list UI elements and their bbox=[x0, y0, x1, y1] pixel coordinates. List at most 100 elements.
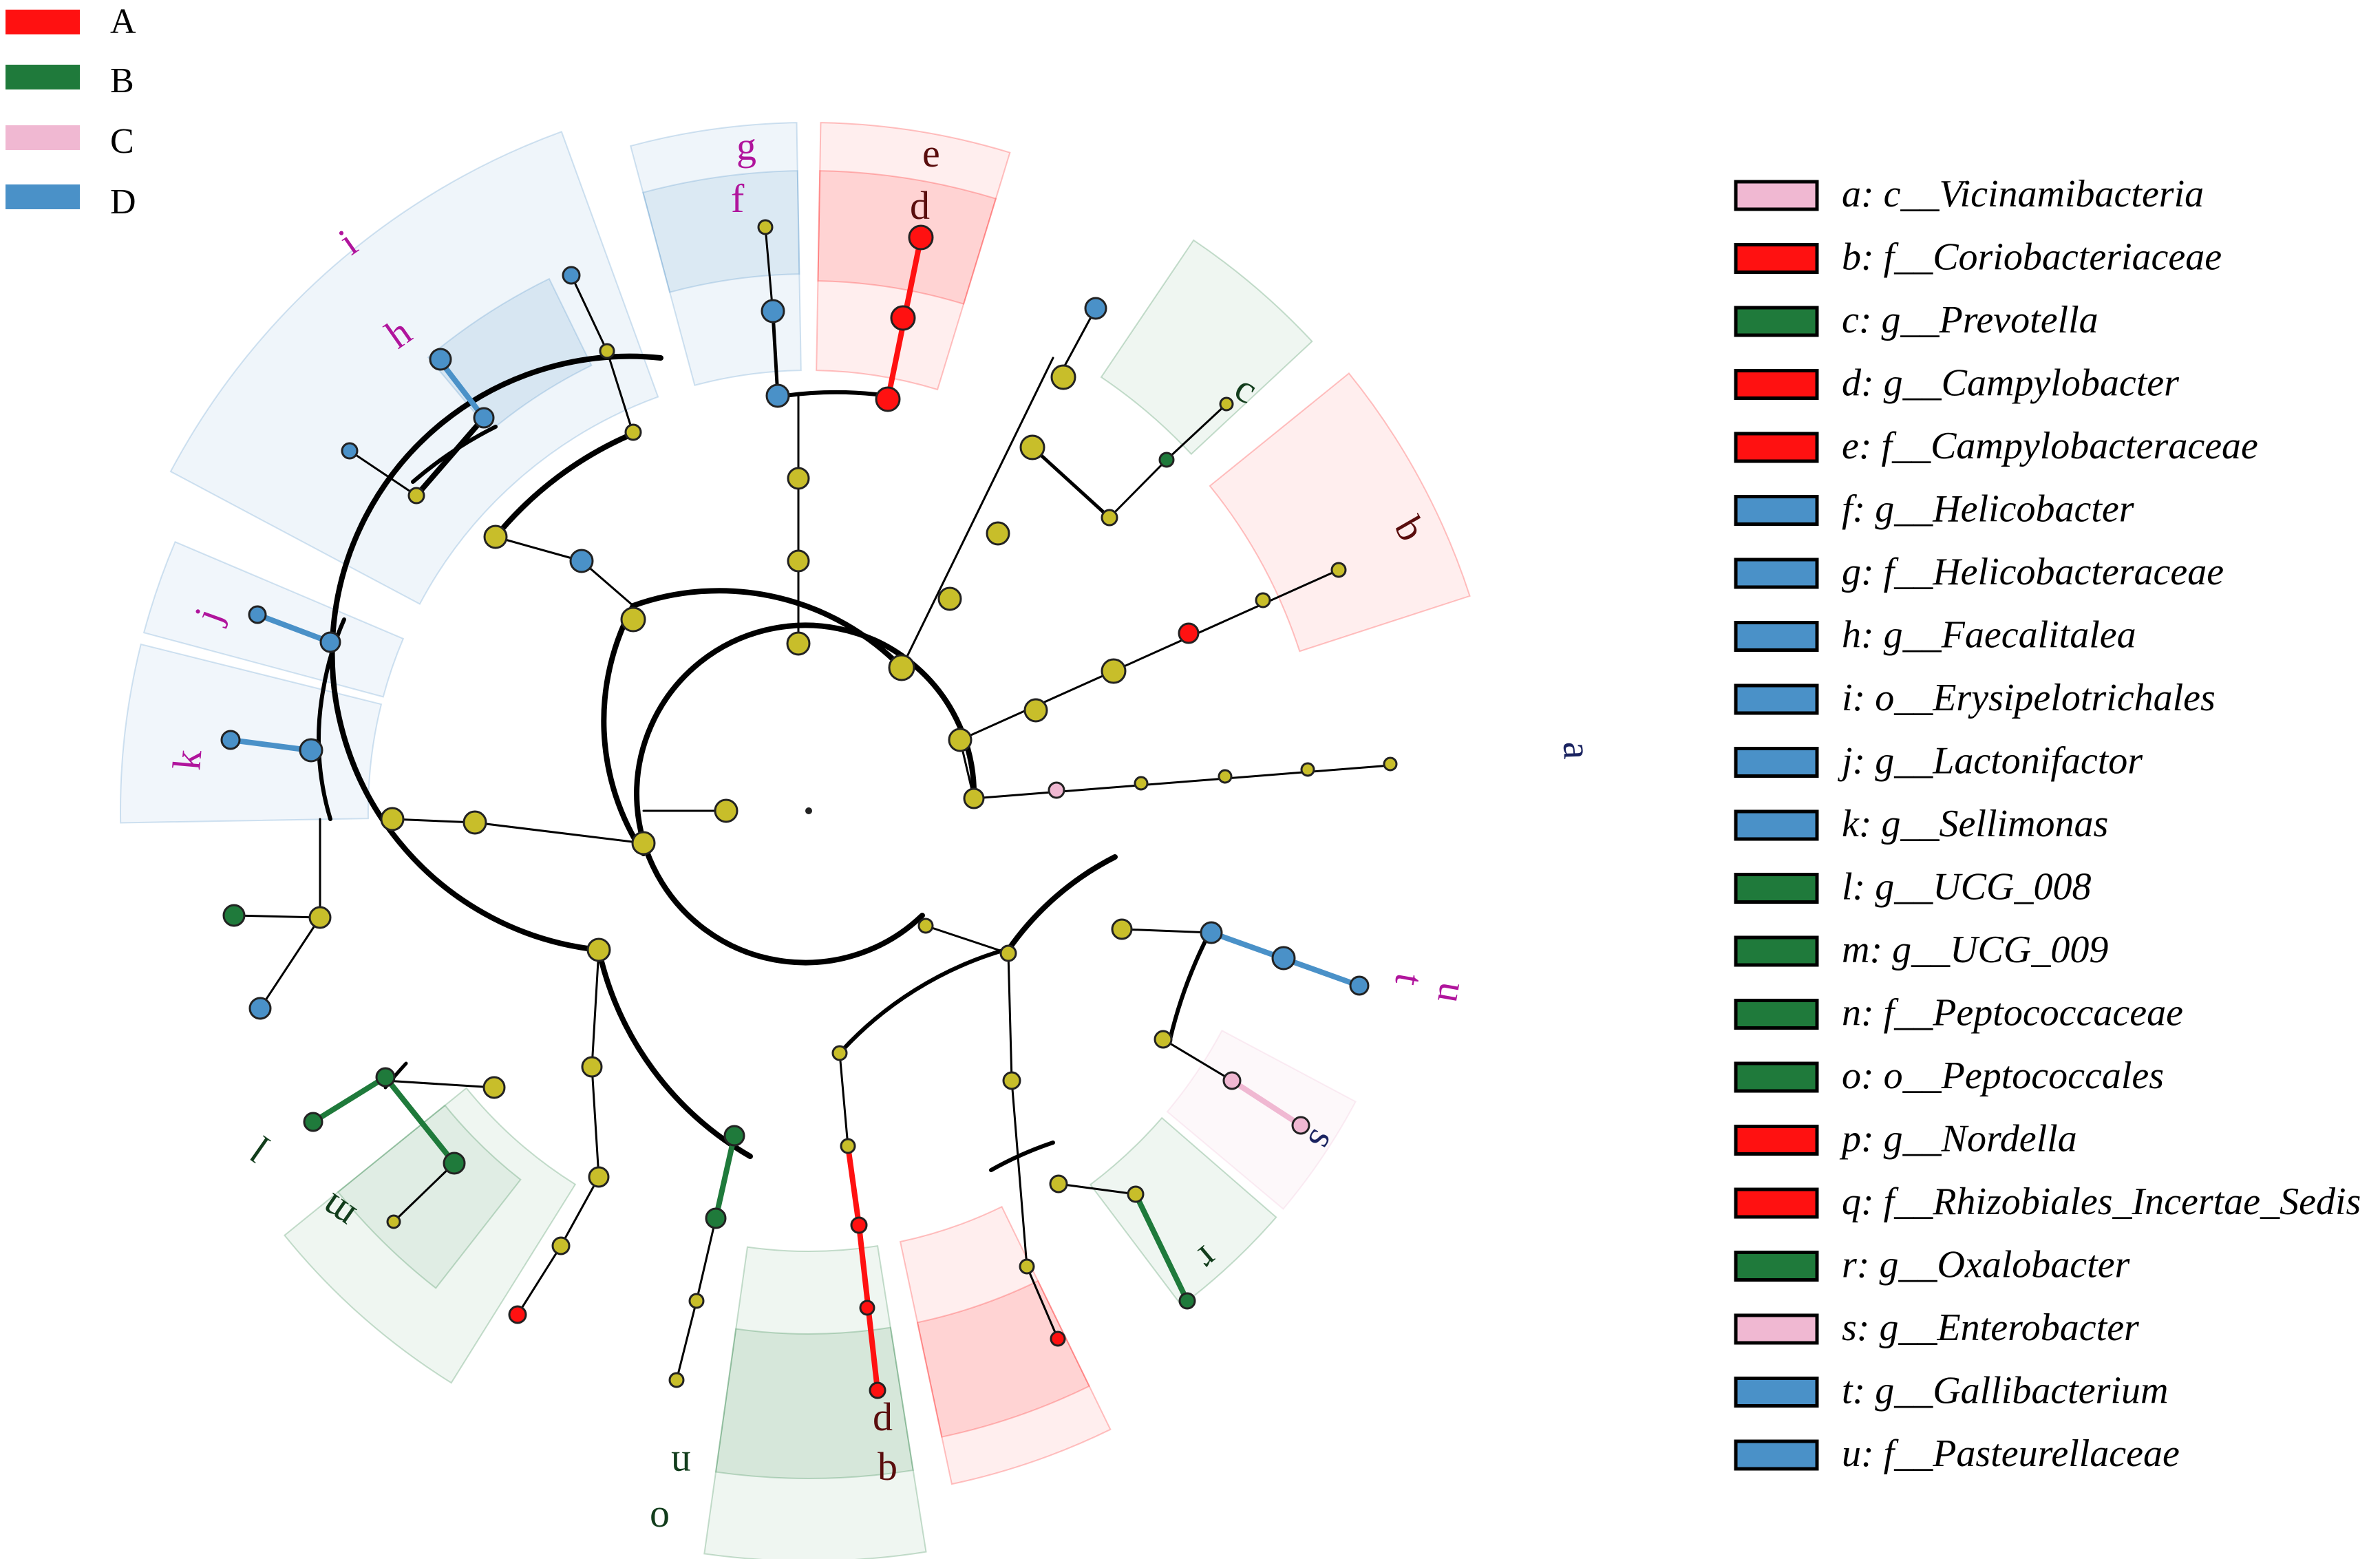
taxa-legend-item-d: d: g__Campylobacter bbox=[1734, 362, 2179, 405]
spoke-left-mid2 bbox=[391, 818, 476, 824]
spoke-i-right bbox=[606, 350, 635, 435]
taxa-legend-swatch-m bbox=[1734, 935, 1819, 967]
sector-i bbox=[169, 131, 659, 605]
spoke-mr2 bbox=[1007, 952, 1013, 1082]
cladogram-node-58 bbox=[386, 1214, 401, 1229]
taxa-legend-label-k: k: g__Sellimonas bbox=[1842, 803, 2108, 845]
cladogram-node-38 bbox=[341, 442, 359, 460]
cladogram-branches bbox=[228, 226, 1392, 1393]
taxa-legend-swatch-b bbox=[1734, 243, 1819, 274]
arc-cladeI bbox=[493, 431, 636, 540]
cladogram-node-15 bbox=[937, 586, 962, 611]
cladogram-node-50 bbox=[308, 906, 332, 929]
spoke-bottom-left2 bbox=[560, 1176, 600, 1247]
clade-label-d-top: d bbox=[910, 183, 930, 228]
taxa-legend-swatch-g bbox=[1734, 558, 1819, 589]
taxa-legend-item-g: g: f__Helicobacteraceae bbox=[1734, 551, 2224, 593]
taxa-legend-swatch-f bbox=[1734, 495, 1819, 526]
cladogram-node-83 bbox=[1154, 1030, 1173, 1049]
taxa-legend-item-t: t: g__Gallibacterium bbox=[1734, 1370, 2168, 1412]
taxa-legend-item-a: a: c__Vicinamibacteria bbox=[1734, 173, 2204, 215]
spoke-o bbox=[713, 1133, 737, 1221]
arc-level4-right bbox=[1006, 854, 1118, 953]
taxa-legend-swatch-e bbox=[1734, 432, 1819, 463]
taxa-legend-label-b: b: f__Coriobacteriaceae bbox=[1842, 236, 2222, 279]
cladogram-node-42 bbox=[631, 831, 656, 856]
arc-root-top bbox=[634, 622, 977, 966]
clade-label-a: a bbox=[1555, 741, 1600, 760]
cladogram-node-72 bbox=[999, 944, 1017, 962]
taxa-legend-label-j: j: g__Lactonifactor bbox=[1838, 740, 2143, 783]
taxa-legend-swatch-q bbox=[1734, 1187, 1819, 1219]
spoke-b bbox=[959, 569, 1340, 741]
cladogram-node-27 bbox=[761, 299, 785, 324]
sector-s bbox=[1166, 1029, 1357, 1210]
taxa-legend-swatch-j bbox=[1734, 747, 1819, 778]
spoke-p2 bbox=[845, 1143, 862, 1228]
sector-r bbox=[1089, 1116, 1277, 1307]
arc-tu bbox=[1168, 927, 1213, 1041]
arc-level3-bottom bbox=[596, 947, 753, 1159]
arc-level5-left2 bbox=[321, 617, 346, 690]
spoke-c3 bbox=[1165, 403, 1228, 461]
arc-level3-left bbox=[329, 353, 663, 953]
clade-highlight-sectors bbox=[120, 122, 1471, 1559]
cladogram-node-67 bbox=[840, 1138, 856, 1154]
cladogram-node-66 bbox=[831, 1045, 848, 1061]
sector-g bbox=[629, 122, 802, 387]
group-legend-swatch-b bbox=[6, 65, 80, 89]
clade-label-l: l bbox=[242, 1127, 277, 1170]
taxa-legend-swatch-k bbox=[1734, 809, 1819, 841]
sector-d-bottom bbox=[916, 1280, 1091, 1438]
clade-label-n: n bbox=[671, 1443, 691, 1488]
sector-d-top bbox=[817, 170, 997, 305]
taxa-legend-swatch-h bbox=[1734, 621, 1819, 652]
spoke-l bbox=[310, 1074, 388, 1125]
cladogram-node-45 bbox=[380, 807, 405, 831]
cladogram-node-29 bbox=[875, 386, 901, 412]
taxa-legend-swatch-r bbox=[1734, 1251, 1819, 1282]
cladogram-node-43 bbox=[586, 937, 611, 962]
sector-b-top bbox=[1209, 372, 1471, 653]
group-legend-item-a: A bbox=[6, 2, 136, 41]
cladogram-node-64 bbox=[688, 1293, 705, 1309]
taxa-legend-label-n: n: f__Peptococcaceae bbox=[1842, 992, 2183, 1035]
clade-label-k: k bbox=[164, 748, 210, 772]
taxa-legend-item-u: u: f__Pasteurellaceae bbox=[1734, 1432, 2180, 1475]
taxa-legend-label-s: s: g__Enterobacter bbox=[1842, 1306, 2139, 1349]
spoke-mr3 bbox=[1010, 1079, 1028, 1268]
cladogram-node-8 bbox=[1383, 756, 1398, 772]
spoke-a bbox=[973, 764, 1392, 800]
cladogram-node-7 bbox=[1300, 762, 1315, 777]
cladogram-node-75 bbox=[1050, 1330, 1066, 1347]
cladogram-node-19 bbox=[1101, 509, 1118, 527]
spoke-left-mid bbox=[474, 821, 645, 845]
arc-lm bbox=[383, 1061, 408, 1090]
cladogram-node-36 bbox=[473, 407, 495, 429]
cladogram-node-10 bbox=[1101, 658, 1127, 684]
cladogram-node-31 bbox=[908, 224, 934, 251]
taxa-legend-label-f: f: g__Helicobacter bbox=[1842, 488, 2134, 531]
sector-h bbox=[427, 277, 593, 432]
taxa-legend-swatch-l bbox=[1734, 873, 1819, 904]
spoke-o3 bbox=[675, 1300, 698, 1381]
cladogram-node-81 bbox=[1271, 946, 1296, 971]
cladogram-node-4 bbox=[1048, 781, 1065, 799]
cladogram-node-13 bbox=[1330, 562, 1347, 578]
spoke-c2 bbox=[1108, 458, 1168, 519]
cladogram-node-17 bbox=[1019, 434, 1045, 460]
taxa-legend-label-a: a: c__Vicinamibacteria bbox=[1842, 173, 2204, 215]
cladogram-nodes bbox=[220, 219, 1398, 1399]
group-legend-label-d: D bbox=[110, 182, 136, 222]
cladogram-node-18 bbox=[1050, 364, 1076, 390]
cladogram-node-41 bbox=[562, 266, 581, 285]
taxa-legend-label-q: q: f__Rhizobiales_Incertae_Sedis bbox=[1842, 1180, 2361, 1223]
cladogram-node-21 bbox=[1219, 396, 1234, 412]
cladogram-node-57 bbox=[443, 1152, 466, 1175]
taxa-legend: a: c__Vicinamibacteria b: f__Coriobacteri… bbox=[1734, 173, 2361, 1475]
clade-label-t: t bbox=[1386, 971, 1432, 989]
clade-label-f: f bbox=[731, 176, 745, 221]
cladogram-node-54 bbox=[482, 1076, 506, 1099]
cladogram-node-24 bbox=[787, 549, 810, 573]
taxa-legend-item-h: h: g__Faecalitalea bbox=[1734, 614, 2136, 657]
